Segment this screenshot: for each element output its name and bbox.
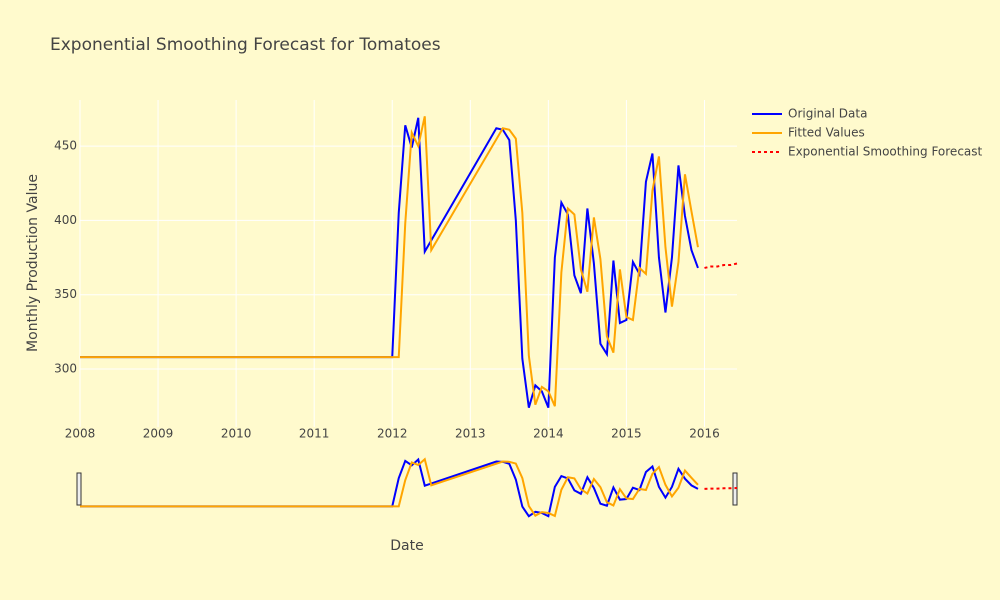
x-tick-label: 2013 xyxy=(455,427,486,441)
series-line xyxy=(80,117,699,409)
x-tick-label: 2012 xyxy=(377,427,408,441)
x-tick-label: 2015 xyxy=(611,427,642,441)
grid: 2008 2009 2010 2011 2012 2013 2014 2015 2016 300 3… xyxy=(54,100,737,441)
chart-title: Exponential Smoothing Forecast for Tomat… xyxy=(50,35,441,55)
y-tick-label: 350 xyxy=(54,287,77,301)
x-tick-label: 2010 xyxy=(221,427,252,441)
x-tick-label: 2009 xyxy=(143,427,174,441)
y-tick-label: 400 xyxy=(54,213,77,227)
series-line xyxy=(80,457,699,518)
y-tick-label: 300 xyxy=(54,362,77,376)
x-tick-label: 2016 xyxy=(689,427,720,441)
series-line xyxy=(80,457,699,518)
x-tick-label: 2008 xyxy=(65,427,96,441)
legend-label: Exponential Smoothing Forecast xyxy=(788,145,983,159)
x-tick-label: 2011 xyxy=(299,427,330,441)
x-axis-title: Date xyxy=(390,538,423,554)
range-slider[interactable] xyxy=(76,457,738,518)
legend-label: Original Data xyxy=(788,107,867,121)
series-line xyxy=(80,116,699,407)
legend: Original Data Fitted Values Exponential Sm… xyxy=(752,107,983,159)
y-axis-title: Monthly Production Value xyxy=(25,174,41,352)
slider-handle[interactable] xyxy=(76,472,82,506)
plot-area xyxy=(80,116,738,409)
y-tick-label: 450 xyxy=(54,139,77,153)
x-tick-label: 2014 xyxy=(533,427,564,441)
legend-label: Fitted Values xyxy=(788,126,865,140)
